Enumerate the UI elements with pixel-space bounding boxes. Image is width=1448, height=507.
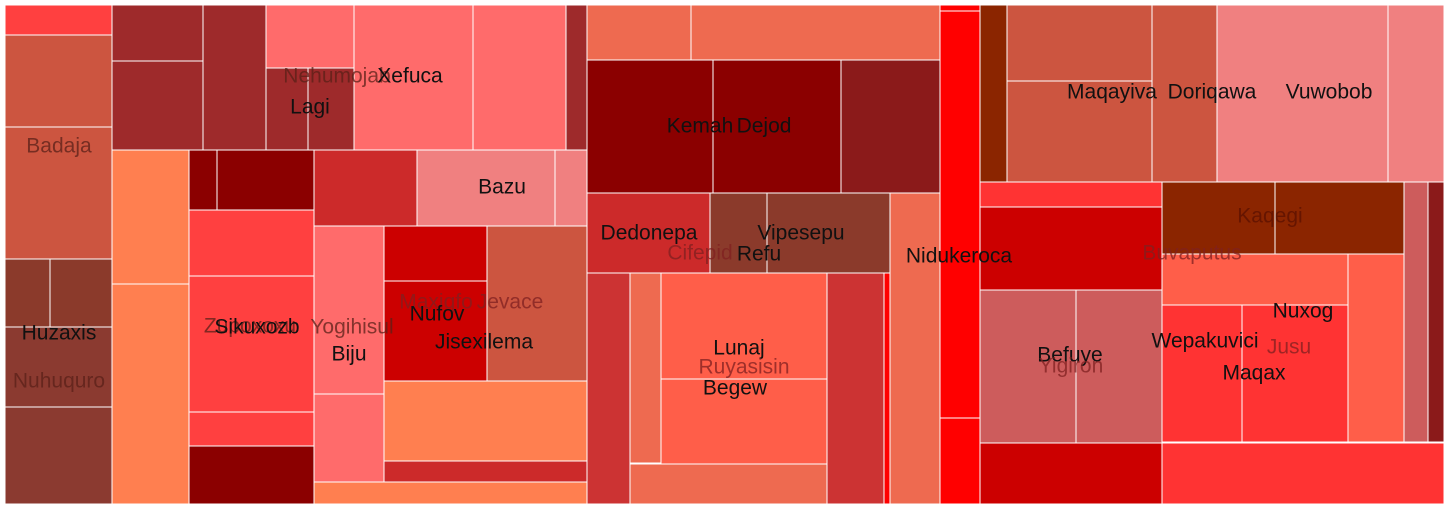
treemap-tile: [979, 442, 1163, 505]
treemap-tile: [4, 406, 113, 505]
treemap-tile: [1161, 442, 1445, 505]
treemap-tile: [1075, 289, 1163, 444]
treemap-tile: [4, 326, 113, 408]
treemap-tile: [313, 225, 385, 395]
treemap-tile: [660, 272, 828, 380]
treemap-tile: [265, 67, 309, 151]
treemap-tile: [586, 192, 711, 274]
treemap-tile: [1216, 4, 1389, 183]
treemap-tile: [586, 4, 692, 61]
treemap-tile: [307, 67, 355, 151]
treemap-tile: [712, 59, 842, 194]
treemap-tile: [111, 283, 190, 505]
treemap-tile: [939, 4, 981, 12]
treemap-tile: [586, 272, 631, 505]
treemap-tile: [353, 4, 474, 151]
treemap-tile: [383, 460, 588, 483]
treemap-tile: [4, 258, 51, 328]
treemap-tile: [383, 380, 588, 462]
treemap-tile: [1151, 4, 1218, 183]
treemap-tile: [554, 149, 588, 227]
treemap-tile: [111, 4, 204, 62]
treemap-tile: [889, 192, 941, 505]
treemap-tile: [383, 225, 488, 282]
treemap-tile: [4, 34, 113, 128]
treemap-tile: [1006, 4, 1153, 82]
treemap-tile: [690, 4, 941, 61]
treemap-tile: [49, 258, 113, 328]
treemap-tile: [979, 181, 1163, 208]
treemap-tile: [1006, 80, 1153, 183]
treemap-tile: [4, 126, 113, 260]
treemap-tile: [188, 275, 315, 413]
treemap-tile: [383, 280, 488, 382]
treemap-tile: [840, 59, 941, 194]
treemap-tile: [939, 417, 981, 505]
treemap-tile: [4, 4, 113, 36]
treemap-tile: [709, 192, 768, 274]
treemap-tile: [1274, 181, 1405, 255]
treemap-tile: [486, 225, 588, 382]
treemap-tile: [826, 272, 885, 505]
treemap-tile: [1161, 304, 1243, 443]
treemap-tile: [313, 149, 418, 227]
treemap-tile: [629, 272, 662, 464]
treemap-tile: [1241, 304, 1349, 443]
treemap-tile: [629, 463, 828, 505]
treemap-tile: [188, 411, 315, 447]
treemap-tile: [939, 10, 981, 419]
treemap-tile: [202, 4, 267, 151]
treemap-tile: [979, 289, 1077, 444]
treemap-tile: [188, 445, 315, 505]
treemap-tile: [472, 4, 567, 151]
treemap-tile: [111, 149, 190, 285]
treemap-tile: [313, 393, 385, 483]
treemap-tiles: [4, 4, 1445, 505]
treemap-tile: [565, 4, 588, 151]
treemap-tile: [265, 4, 355, 69]
treemap-tile: [1403, 181, 1429, 443]
treemap-tile: [1347, 253, 1405, 443]
treemap-tile: [1161, 253, 1349, 306]
treemap-tile: [416, 149, 556, 227]
treemap-tile: [188, 209, 315, 277]
treemap-tile: [586, 59, 714, 194]
treemap-tile: [216, 149, 315, 211]
treemap-tile: [1387, 4, 1445, 183]
treemap-tile: [313, 481, 588, 505]
treemap-tile: [1161, 181, 1276, 255]
treemap-tile: [111, 60, 204, 151]
treemap-tile: [188, 149, 218, 211]
treemap-tile: [979, 206, 1163, 291]
treemap-tile: [766, 192, 891, 274]
treemap-tile: [883, 272, 891, 505]
treemap-tile: [1427, 181, 1445, 443]
treemap-tile: [979, 4, 1008, 183]
treemap-tile: [660, 378, 828, 465]
